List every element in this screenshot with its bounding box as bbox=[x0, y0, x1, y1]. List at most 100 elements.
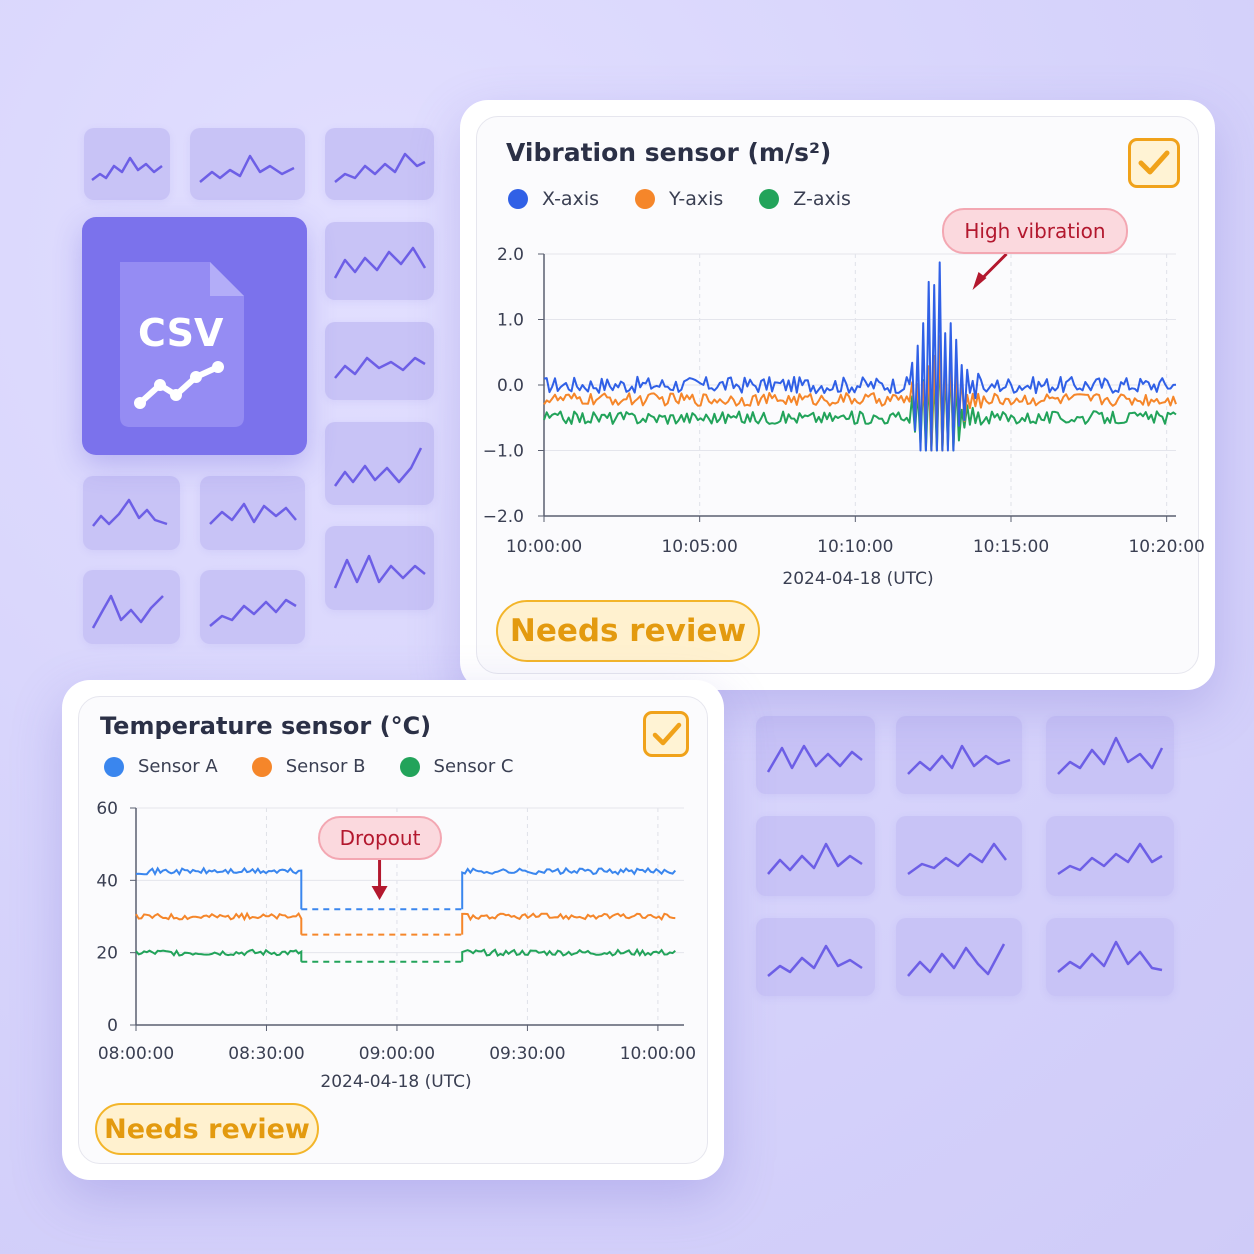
checkmark-icon bbox=[652, 722, 682, 746]
y-tick-label: 2.0 bbox=[497, 245, 524, 265]
x-tick-label: 08:30:00 bbox=[228, 1044, 304, 1064]
y-tick-label: 40 bbox=[96, 871, 118, 891]
sparkline-thumbnail bbox=[83, 476, 180, 550]
sparkline-thumbnail bbox=[325, 128, 434, 200]
legend-item-sensor-c: Sensor C bbox=[399, 756, 514, 777]
vibration-card-title: Vibration sensor (m/s²) bbox=[506, 138, 832, 167]
vibration-card: Vibration sensor (m/s²) X-axis Y-axis Z-… bbox=[460, 100, 1215, 690]
temperature-legend: Sensor A Sensor B Sensor C bbox=[104, 756, 548, 777]
series-line-sensor-c bbox=[135, 948, 303, 962]
sparkline-icon bbox=[91, 594, 164, 629]
sparkline-icon bbox=[907, 744, 1011, 775]
annotation-arrow-head bbox=[972, 272, 987, 290]
series-line-x-axis bbox=[543, 261, 1177, 452]
temperature-review-checkbox[interactable] bbox=[643, 711, 689, 757]
temperature-card-panel bbox=[78, 696, 708, 1164]
series-line-y-axis bbox=[543, 335, 1177, 452]
annotation-arrow-shaft bbox=[979, 252, 1008, 282]
series-line-sensor-c bbox=[461, 947, 676, 962]
sparkline-thumbnail bbox=[1046, 918, 1174, 996]
sparkline-thumbnail bbox=[756, 716, 875, 794]
legend-label: Sensor B bbox=[285, 756, 366, 777]
legend-item-sensor-b: Sensor B bbox=[251, 756, 366, 777]
legend-item-z-axis: Z-axis bbox=[759, 188, 851, 210]
sparkline-thumbnail bbox=[325, 222, 434, 300]
legend-swatch bbox=[508, 189, 528, 209]
sparkline-thumbnail bbox=[84, 128, 170, 200]
csv-file-icon bbox=[120, 262, 244, 427]
sparkline-icon bbox=[767, 842, 863, 875]
vibration-review-checkbox[interactable] bbox=[1128, 138, 1180, 188]
legend-swatch bbox=[104, 756, 124, 777]
sparkline-icon bbox=[333, 447, 423, 487]
sparkline-thumbnail bbox=[83, 570, 180, 644]
sparkline-thumbnail bbox=[325, 422, 434, 505]
sparkline-thumbnail bbox=[1046, 716, 1174, 794]
x-tick-label: 10:10:00 bbox=[817, 537, 893, 557]
sparkline-icon bbox=[1057, 940, 1163, 973]
temperature-card: Temperature sensor (°C) Sensor A Sensor … bbox=[62, 680, 724, 1180]
sparkline-icon bbox=[334, 152, 426, 183]
x-tick-label: 10:00:00 bbox=[620, 1044, 696, 1064]
x-tick-label: 10:20:00 bbox=[1128, 537, 1204, 557]
temperature-chart: 60 40 20 0 08:00:00 08:30:00 09:00:00 09:30:00 1… bbox=[96, 799, 696, 1092]
legend-label: Sensor A bbox=[138, 756, 218, 777]
sparkline-icon bbox=[333, 246, 427, 279]
y-tick-label: 0 bbox=[107, 1016, 118, 1036]
legend-label: Sensor C bbox=[433, 756, 514, 777]
x-axis-label: 2024-04-18 (UTC) bbox=[782, 569, 933, 589]
x-tick-label: 08:00:00 bbox=[98, 1044, 174, 1064]
x-tick-label: 10:15:00 bbox=[973, 537, 1049, 557]
sparkline-icon bbox=[209, 598, 297, 627]
vibration-legend: X-axis Y-axis Z-axis bbox=[508, 188, 887, 210]
legend-label: Y-axis bbox=[669, 188, 724, 210]
dropout-annotation: Dropout bbox=[318, 816, 442, 860]
legend-swatch bbox=[399, 756, 420, 777]
sparkline-icon bbox=[209, 502, 297, 525]
series-line-sensor-b bbox=[135, 911, 303, 935]
x-tick-label: 09:30:00 bbox=[489, 1044, 565, 1064]
sparkline-thumbnail bbox=[756, 816, 875, 896]
y-tick-label: −2.0 bbox=[483, 507, 524, 527]
legend-label: X-axis bbox=[542, 188, 599, 210]
vibration-chart: 2.0 1.0 0.0 −1.0 −2.0 10:00:00 10:05:00 10:10:0… bbox=[483, 245, 1205, 589]
sparkline-icon bbox=[199, 154, 295, 183]
x-tick-label: 10:05:00 bbox=[661, 537, 737, 557]
y-tick-label: −1.0 bbox=[483, 442, 524, 462]
sparkline-icon bbox=[333, 554, 426, 589]
sparkline-icon bbox=[767, 944, 863, 977]
sparkline-thumbnail bbox=[896, 918, 1022, 996]
legend-label: Z-axis bbox=[793, 188, 851, 210]
csv-file-tile[interactable]: CSV bbox=[82, 217, 307, 455]
sparkline-icon bbox=[334, 356, 426, 379]
sparkline-thumbnail bbox=[896, 816, 1022, 896]
y-tick-label: 60 bbox=[96, 799, 118, 819]
vibration-status-badge[interactable]: Needs review bbox=[496, 600, 760, 662]
sparkline-thumbnail bbox=[190, 128, 305, 200]
legend-swatch bbox=[635, 189, 655, 209]
sparkline-thumbnail bbox=[325, 322, 434, 400]
sparkline-icon bbox=[907, 842, 1007, 876]
y-tick-label: 1.0 bbox=[497, 311, 524, 331]
sparkline-icon bbox=[91, 156, 163, 181]
legend-item-x-axis: X-axis bbox=[508, 188, 599, 210]
checkmark-icon bbox=[1138, 150, 1170, 175]
temperature-status-badge[interactable]: Needs review bbox=[95, 1103, 319, 1155]
sparkline-thumbnail bbox=[756, 918, 875, 996]
sparkline-icon bbox=[766, 744, 863, 773]
sparkline-icon bbox=[1057, 736, 1164, 775]
sparkline-thumbnail bbox=[896, 716, 1022, 794]
series-line-z-axis bbox=[543, 349, 1177, 452]
legend-swatch bbox=[759, 189, 780, 209]
series-line-sensor-a bbox=[461, 866, 677, 910]
temperature-card-title: Temperature sensor (°C) bbox=[100, 712, 432, 740]
sparkline-thumbnail bbox=[200, 570, 305, 644]
sparkline-icon bbox=[92, 498, 168, 527]
sparkline-thumbnail bbox=[325, 526, 434, 610]
x-tick-label: 10:00:00 bbox=[506, 537, 582, 557]
sparkline-icon bbox=[907, 943, 1006, 977]
high-vibration-annotation: High vibration bbox=[942, 208, 1128, 254]
series-line-sensor-a bbox=[135, 866, 303, 910]
sparkline-icon bbox=[1057, 842, 1163, 876]
x-axis-label: 2024-04-18 (UTC) bbox=[320, 1072, 471, 1092]
